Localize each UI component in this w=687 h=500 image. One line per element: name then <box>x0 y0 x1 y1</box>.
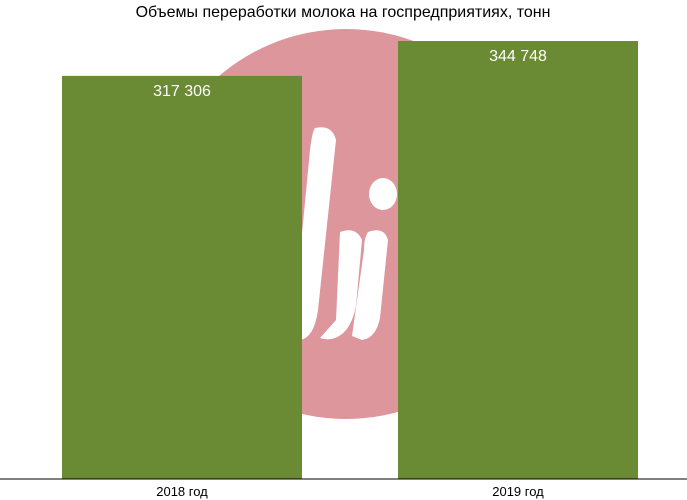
chart-title: Объемы переработки молока на госпредприя… <box>136 4 551 21</box>
watermark-letters <box>292 127 397 340</box>
data-label-2: 344 748 <box>489 48 547 65</box>
bar-1 <box>62 75 302 480</box>
labels-group: 317 306 2018 год 344 748 2019 год <box>153 48 547 499</box>
bars-group <box>62 41 638 480</box>
bar-2 <box>398 41 638 479</box>
category-label-1: 2018 год <box>156 484 208 499</box>
category-label-2: 2019 год <box>492 484 544 499</box>
data-label-1: 317 306 <box>153 83 211 100</box>
